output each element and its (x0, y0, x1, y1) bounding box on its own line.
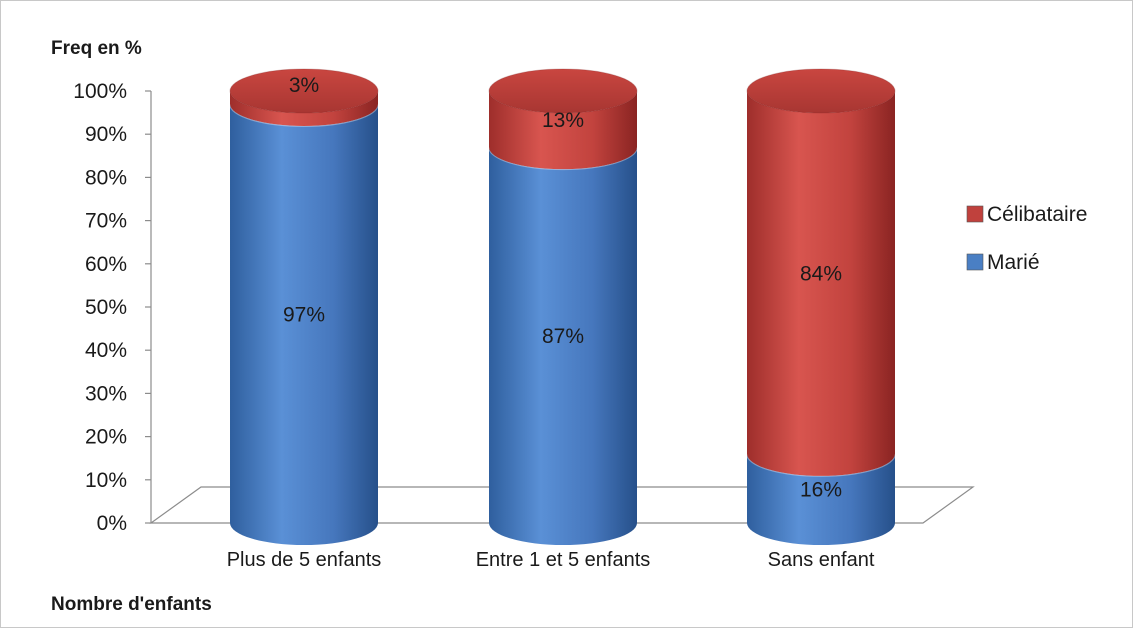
bar-top (747, 69, 895, 113)
y-tick-label: 10% (85, 469, 127, 492)
x-category-label: Entre 1 et 5 enfants (476, 549, 651, 571)
cylinder-0: 97% 3% (230, 69, 378, 545)
y-tick-label: 40% (85, 339, 127, 362)
y-tick-label: 60% (85, 253, 127, 276)
x-axis-categories: Plus de 5 enfants Entre 1 et 5 enfants San… (227, 549, 875, 571)
bars: 97% 3% 87% 13% 16% 84% (230, 69, 895, 545)
y-axis-title: Freq en % (51, 38, 142, 59)
y-tick-label: 0% (97, 512, 127, 535)
cylinder-1: 87% 13% (489, 69, 637, 545)
y-tick-label: 70% (85, 210, 127, 233)
legend-label: Marié (987, 251, 1040, 274)
y-tick-label: 30% (85, 382, 127, 405)
legend-label: Célibataire (987, 203, 1087, 226)
data-label: 84% (800, 262, 842, 285)
data-label: 16% (800, 478, 842, 501)
legend: Célibataire Marié (967, 203, 1087, 274)
x-category-label: Plus de 5 enfants (227, 549, 382, 571)
legend-swatch (967, 254, 983, 270)
cylinder-2: 16% 84% (747, 69, 895, 545)
bar-top (489, 69, 637, 113)
legend-swatch (967, 206, 983, 222)
y-tick-label: 20% (85, 426, 127, 449)
y-axis-ticks: 0% 10% 20% 30% 40% 50% 60% 70% 80% 90% 100% (73, 80, 151, 535)
data-label: 87% (542, 325, 584, 348)
y-tick-label: 90% (85, 123, 127, 146)
x-axis-title: Nombre d'enfants (51, 594, 212, 615)
data-label: 97% (283, 303, 325, 326)
x-category-label: Sans enfant (768, 549, 875, 571)
y-tick-label: 100% (73, 80, 127, 103)
data-label: 13% (542, 109, 584, 132)
y-tick-label: 80% (85, 166, 127, 189)
y-tick-label: 50% (85, 296, 127, 319)
data-label: 3% (289, 74, 319, 97)
